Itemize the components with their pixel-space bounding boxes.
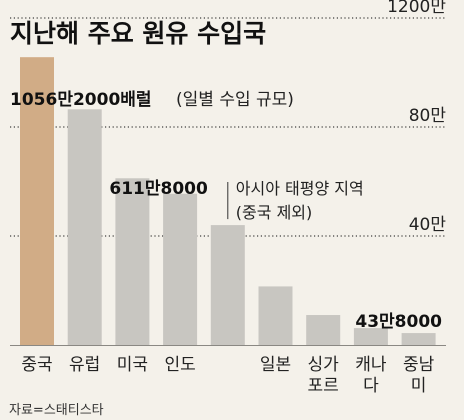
bar <box>163 193 198 345</box>
y-tick-label: 40만 <box>409 215 447 235</box>
x-tick-label: 싱가 <box>308 355 340 375</box>
bar <box>353 328 388 345</box>
annotation-text: (중국 제외) <box>236 203 312 222</box>
bar <box>210 225 245 345</box>
x-tick-label: 유럽 <box>69 355 100 375</box>
chart-title: 지난해 주요 원유 수입국 <box>10 19 266 48</box>
x-tick-label: 포르 <box>308 376 339 396</box>
x-tick-label: 미 <box>411 376 427 396</box>
data-label: 43만8000 <box>355 312 442 332</box>
bar <box>258 286 293 345</box>
annotation-text: 아시아 태평양 지역 <box>236 179 364 198</box>
x-tick-label: 다 <box>363 376 379 396</box>
data-label: 611만8000 <box>109 179 208 199</box>
bar <box>115 178 150 345</box>
bar <box>401 333 436 345</box>
bar <box>67 109 102 345</box>
x-tick-label: 일본 <box>260 355 291 375</box>
bar <box>20 57 54 346</box>
data-label: 1056만2000배럴 <box>10 90 152 110</box>
x-tick-label: 중국 <box>21 355 52 375</box>
x-tick-label: 인도 <box>164 355 195 375</box>
x-tick-label: 캐나 <box>355 355 387 375</box>
y-tick-label: 80만 <box>409 106 447 126</box>
y-tick-label: 1200만 <box>387 0 446 17</box>
x-tick-label: 중남 <box>403 355 435 375</box>
x-tick-label: 미국 <box>117 355 148 375</box>
unit-note: (일별 수입 규모) <box>176 90 294 110</box>
bar <box>306 315 341 345</box>
source-note: 자료=스태티스타 <box>9 403 104 418</box>
